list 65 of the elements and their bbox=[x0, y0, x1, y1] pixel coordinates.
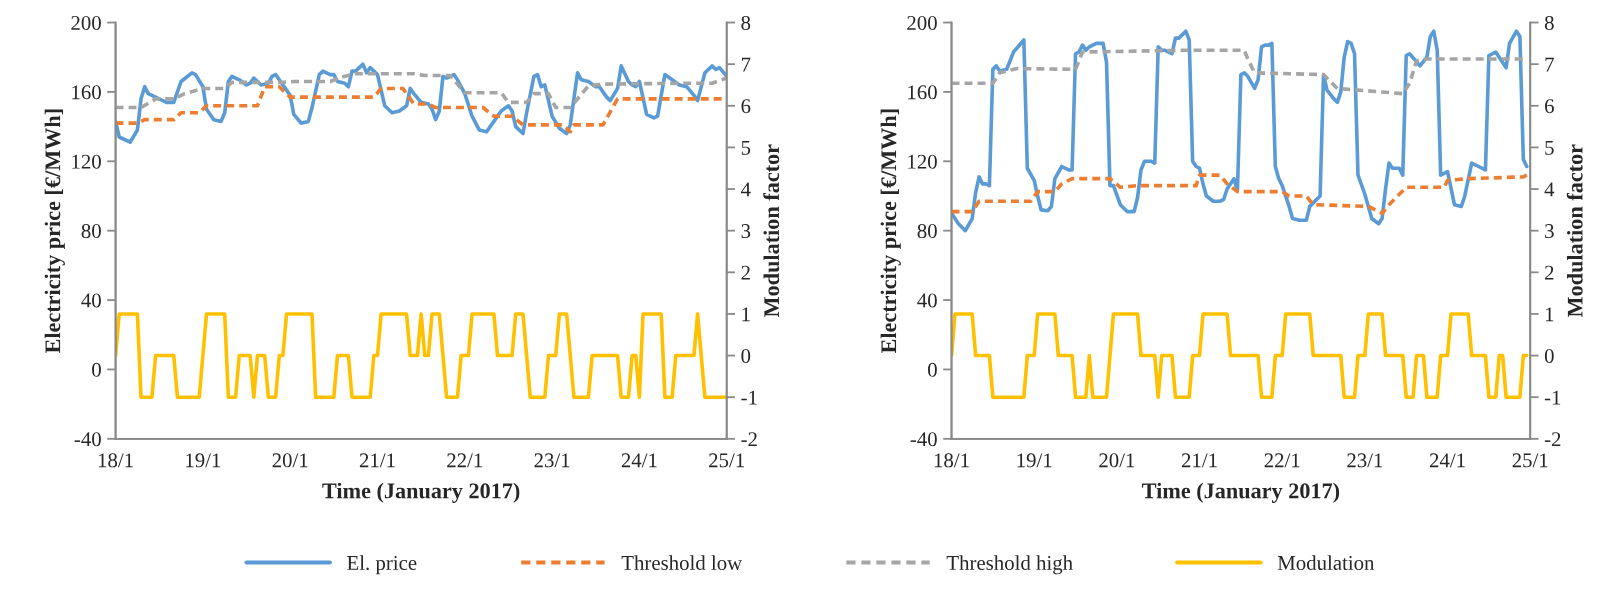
y2-tick-label: 7 bbox=[741, 57, 751, 72]
y2-tick-label: 6 bbox=[741, 99, 751, 114]
x-tick-label: 25/1 bbox=[1512, 453, 1548, 468]
x-tick-label: 18/1 bbox=[98, 453, 133, 468]
x-tick-label: 23/1 bbox=[534, 453, 570, 468]
y2-tick-label: -1 bbox=[1544, 390, 1561, 405]
y2-tick-label: 3 bbox=[741, 224, 751, 239]
y2-axis-title: Modulation factor bbox=[1566, 144, 1583, 318]
y2-tick-label: 4 bbox=[1544, 182, 1555, 197]
y-tick-label: 120 bbox=[908, 154, 937, 169]
y-tick-label: 80 bbox=[81, 224, 101, 239]
legend-label: Threshold high bbox=[946, 555, 1073, 575]
x-axis-title: Time (January 2017) bbox=[1142, 482, 1340, 503]
legend-label: Threshold low bbox=[621, 555, 743, 570]
y-tick-label: 0 bbox=[92, 362, 101, 377]
y2-tick-label: 6 bbox=[1545, 99, 1554, 114]
y2-tick-label: 3 bbox=[1545, 224, 1554, 239]
y-tick-label: -40 bbox=[74, 432, 101, 447]
x-tick-label: 25/1 bbox=[709, 453, 744, 468]
y2-tick-label: -2 bbox=[741, 432, 757, 447]
y2-tick-label: 1 bbox=[742, 307, 750, 322]
y2-tick-label: 1 bbox=[1545, 307, 1554, 322]
legend-label: El. price bbox=[347, 555, 417, 575]
y-tick-label: 40 bbox=[917, 293, 937, 308]
x-tick-label: 23/1 bbox=[1347, 453, 1383, 468]
y2-tick-label: 7 bbox=[1545, 57, 1554, 72]
line-series bbox=[115, 71, 727, 110]
y-tick-label: 200 bbox=[71, 15, 101, 30]
y-axis-title: Electricity price [€/MWh] bbox=[44, 109, 65, 354]
y2-tick-label: 0 bbox=[741, 348, 751, 363]
x-axis-title: Time (January 2017) bbox=[322, 482, 520, 503]
y-tick-label: 0 bbox=[928, 362, 937, 377]
x-tick-label: 24/1 bbox=[621, 453, 657, 468]
y-tick-label: 160 bbox=[72, 85, 101, 100]
y-tick-label: 40 bbox=[81, 293, 101, 308]
line-series bbox=[951, 29, 1529, 233]
x-tick-label: 19/1 bbox=[1017, 453, 1052, 468]
x-tick-label: 20/1 bbox=[1099, 453, 1135, 468]
y2-tick-label: 2 bbox=[1545, 265, 1554, 280]
y-tick-label: 200 bbox=[907, 15, 937, 30]
y-tick-label: 80 bbox=[917, 224, 937, 239]
x-tick-label: 24/1 bbox=[1429, 453, 1465, 468]
y2-tick-label: 4 bbox=[740, 182, 751, 197]
y2-tick-label: 8 bbox=[1544, 15, 1554, 30]
line-series bbox=[951, 173, 1529, 216]
x-tick-label: 20/1 bbox=[272, 453, 308, 468]
legend-label: Modulation bbox=[1277, 555, 1375, 570]
x-tick-label: 19/1 bbox=[186, 453, 221, 468]
y2-tick-label: 8 bbox=[741, 15, 751, 30]
y-axis-title: Electricity price [€/MWh] bbox=[880, 109, 901, 354]
y2-tick-label: 5 bbox=[1545, 141, 1554, 155]
y-tick-label: 160 bbox=[908, 85, 937, 100]
x-tick-label: 22/1 bbox=[1264, 453, 1300, 468]
x-tick-label: 18/1 bbox=[934, 453, 969, 468]
y-tick-label: -40 bbox=[910, 432, 937, 447]
y2-axis-title: Modulation factor bbox=[763, 144, 780, 318]
x-tick-label: 22/1 bbox=[447, 453, 483, 468]
y2-tick-label: 5 bbox=[741, 141, 751, 155]
y2-tick-label: -2 bbox=[1544, 432, 1561, 447]
y2-tick-label: 0 bbox=[1544, 348, 1554, 363]
y2-tick-label: 2 bbox=[741, 265, 750, 280]
y-tick-label: 120 bbox=[72, 154, 101, 169]
x-tick-label: 21/1 bbox=[1181, 453, 1217, 468]
y2-tick-label: -1 bbox=[741, 390, 757, 405]
x-tick-label: 21/1 bbox=[359, 453, 395, 468]
